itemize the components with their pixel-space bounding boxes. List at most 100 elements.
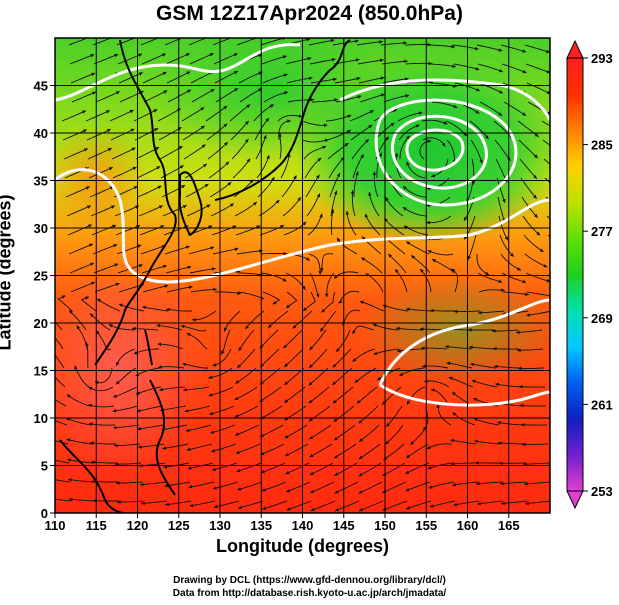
streamline-arrow [271, 177, 275, 181]
streamline [211, 443, 237, 453]
streamline-arrow [405, 470, 410, 474]
streamline [162, 443, 189, 450]
streamline [428, 481, 455, 489]
streamline [304, 157, 322, 179]
streamline [336, 237, 358, 255]
streamline [522, 462, 550, 465]
streamline [382, 481, 407, 494]
streamline [214, 291, 241, 295]
streamline [236, 348, 256, 369]
streamline-arrow [428, 485, 433, 489]
streamline [210, 424, 236, 434]
streamline [328, 156, 345, 179]
streamline-arrow [236, 468, 241, 473]
streamline [213, 53, 238, 65]
streamline [321, 253, 334, 272]
streamline-arrow [235, 450, 240, 454]
streamline [261, 481, 287, 492]
streamline-arrow [468, 328, 472, 332]
streamline-arrow [368, 124, 373, 129]
streamline [520, 177, 538, 199]
streamline-arrow [452, 482, 456, 487]
streamline-arrow [522, 49, 526, 53]
streamline-arrow [334, 490, 339, 494]
streamline-arrow [475, 110, 480, 114]
streamline-arrow [91, 281, 95, 285]
streamline [309, 58, 336, 65]
streamline-arrow [115, 380, 120, 385]
streamline-arrow [310, 98, 314, 102]
colorbar-ticks: 253 261 269 277 285 293 [583, 51, 613, 499]
streamline [382, 500, 408, 511]
streamline-arrow [266, 155, 270, 159]
streamline [518, 139, 539, 159]
streamline [112, 386, 138, 398]
y-axis-ticks: 0 5 10 15 20 25 30 35 40 45 [34, 79, 55, 521]
streamline-arrow [498, 441, 502, 445]
field-layer [55, 38, 565, 513]
streamline [139, 225, 165, 236]
streamline [92, 38, 113, 46]
streamline [306, 193, 321, 217]
streamline-arrow [560, 152, 564, 155]
streamline [520, 424, 548, 426]
streamline [184, 163, 208, 179]
streamline-arrow [502, 198, 506, 203]
streamline [118, 72, 143, 84]
streamline-arrow [284, 91, 288, 95]
streamline-arrow [476, 481, 480, 486]
streamline [208, 161, 230, 179]
streamline [262, 73, 288, 84]
streamline [285, 291, 298, 309]
streamline [473, 418, 500, 426]
streamline [281, 175, 297, 198]
streamline-arrow [189, 503, 194, 508]
streamline-arrow [352, 358, 357, 362]
streamline-arrow [285, 452, 289, 457]
streamline-arrow [116, 481, 120, 485]
streamline-arrow [485, 271, 490, 275]
streamline [429, 310, 456, 312]
streamline-arrow [238, 347, 243, 351]
streamline [405, 62, 433, 65]
streamline [88, 166, 113, 179]
streamline-arrow [561, 191, 565, 195]
streamline [186, 204, 211, 217]
streamline [191, 88, 215, 103]
streamline-arrow [117, 500, 121, 504]
coastline-korea [178, 171, 203, 236]
streamline-arrow [500, 481, 504, 486]
streamline-arrow [451, 462, 455, 466]
streamline [190, 70, 215, 84]
streamline [419, 268, 432, 293]
streamline-arrow [256, 225, 261, 229]
streamline [309, 443, 333, 458]
streamline [346, 210, 357, 236]
streamline [326, 272, 335, 298]
streamline-arrow [372, 171, 377, 176]
streamline-arrow [536, 231, 541, 236]
streamline [519, 404, 546, 407]
colorbar: 253 261 269 277 285 293 [566, 39, 613, 510]
streamline [404, 44, 432, 46]
streamline [238, 329, 255, 352]
streamline [476, 481, 503, 485]
x-tick-label: 165 [498, 518, 520, 533]
streamline [478, 289, 505, 293]
streamline-arrow [210, 246, 215, 250]
streamline-arrow [74, 365, 78, 370]
streamline [236, 38, 258, 46]
streamline-arrow [403, 41, 407, 45]
colorbar-tick-label: 261 [591, 397, 613, 412]
isotherm [390, 114, 488, 190]
x-tick-label: 130 [209, 518, 231, 533]
streamline [376, 152, 382, 179]
streamline [96, 298, 121, 312]
streamline [132, 327, 159, 331]
streamline-arrow [418, 111, 423, 115]
streamline [143, 90, 168, 103]
streamline-arrow [272, 300, 277, 305]
streamline-arrow [310, 507, 315, 512]
streamline-arrow [66, 438, 71, 442]
y-tick-label: 20 [34, 316, 48, 331]
